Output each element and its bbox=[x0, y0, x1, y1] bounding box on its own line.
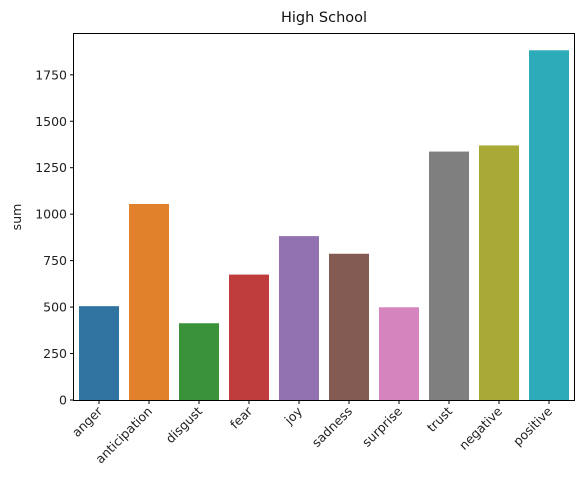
bar-positive bbox=[529, 50, 569, 400]
x-tick-label-sadness: sadness bbox=[309, 404, 355, 450]
bars-group bbox=[79, 50, 569, 400]
bar-fear bbox=[229, 274, 269, 400]
x-tick-label-trust: trust bbox=[424, 403, 455, 434]
y-tick-label: 0 bbox=[59, 393, 67, 408]
x-tick-label-joy: joy bbox=[281, 403, 306, 428]
y-tick-label: 1000 bbox=[35, 207, 67, 222]
bar-surprise bbox=[379, 307, 419, 400]
chart-title: High School bbox=[281, 10, 367, 26]
y-tick-label: 1500 bbox=[35, 114, 67, 129]
x-tick-label-positive: positive bbox=[510, 403, 555, 448]
x-tick-label-negative: negative bbox=[456, 403, 505, 452]
bar-joy bbox=[279, 236, 319, 400]
bar-trust bbox=[429, 151, 469, 400]
x-tick-label-fear: fear bbox=[227, 403, 256, 432]
bar-sadness bbox=[329, 253, 369, 400]
y-axis-ticks: 0 250 500 750 1000 1250 1500 1750 bbox=[35, 67, 74, 408]
bar-disgust bbox=[179, 323, 219, 400]
bar-anger bbox=[79, 306, 119, 400]
y-tick-label: 1750 bbox=[35, 67, 67, 82]
bar-negative bbox=[479, 145, 519, 400]
plot-frame bbox=[73, 33, 575, 401]
y-tick-label: 250 bbox=[43, 346, 67, 361]
x-tick-label-anger: anger bbox=[69, 403, 106, 440]
y-tick-label: 500 bbox=[43, 300, 67, 315]
bar-anticipation bbox=[129, 203, 169, 400]
y-tick-label: 1250 bbox=[35, 160, 67, 175]
y-axis-label: sum bbox=[9, 204, 24, 231]
y-tick-label: 750 bbox=[43, 253, 67, 268]
x-tick-label-disgust: disgust bbox=[163, 403, 206, 446]
x-tick-label-surprise: surprise bbox=[359, 403, 405, 449]
